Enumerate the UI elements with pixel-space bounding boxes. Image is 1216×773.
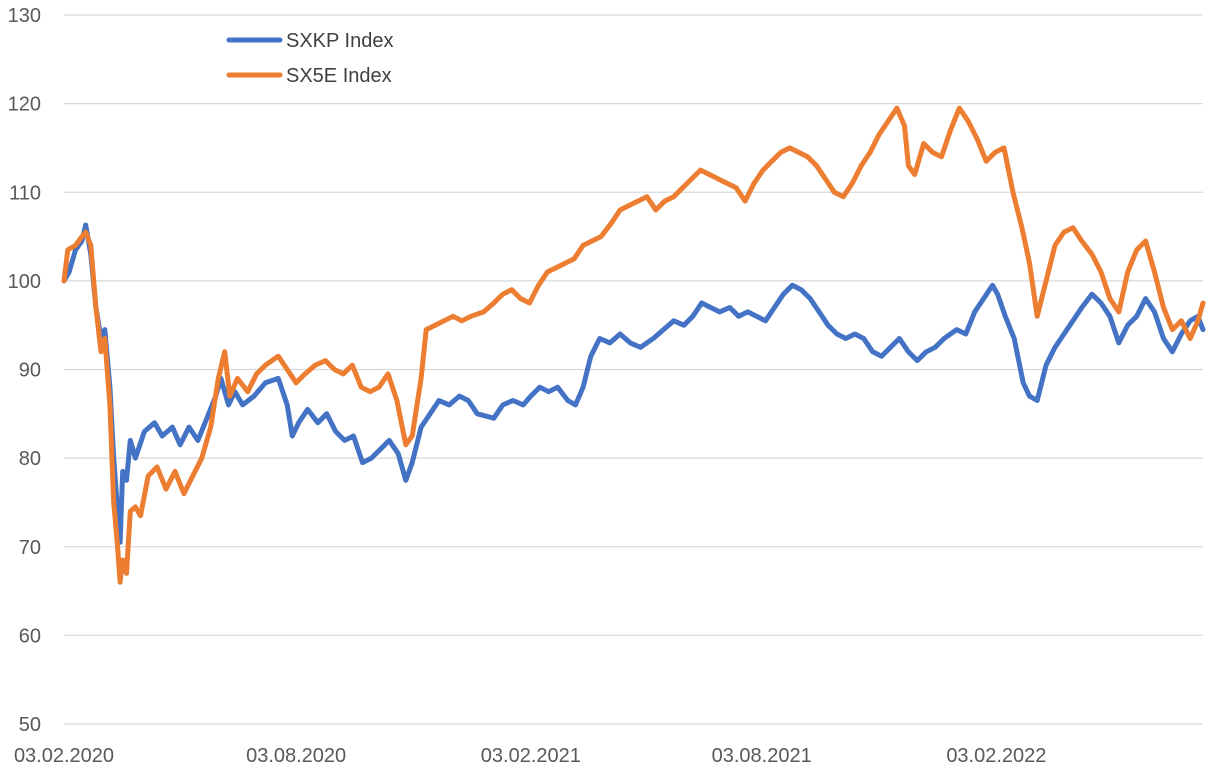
x-tick-label-3: 03.08.2021 (712, 745, 812, 767)
y-tick-label-120: 120 (8, 94, 41, 116)
gridlines (64, 14, 1203, 725)
x-tick-label-0: 03.02.2020 (14, 745, 114, 767)
x-tick-label-4: 03.02.2022 (946, 745, 1046, 767)
y-tick-label-100: 100 (8, 271, 41, 293)
y-axis-tick-labels: 50 60 70 80 90 100 110 120 130 (8, 5, 41, 736)
series-line-sxkp-index (61, 222, 1206, 545)
legend-label-0: SXKP Index (286, 30, 393, 52)
series-line-sx5e-index (61, 105, 1206, 585)
x-tick-label-2: 03.02.2021 (481, 745, 581, 767)
x-tick-label-1: 03.08.2020 (246, 745, 346, 767)
y-tick-label-130: 130 (8, 5, 41, 27)
y-tick-label-90: 90 (19, 360, 41, 382)
y-tick-label-80: 80 (19, 448, 41, 470)
series-lines (61, 105, 1206, 585)
y-tick-label-50: 50 (19, 714, 41, 736)
x-axis-tick-labels: 03.02.2020 03.08.2020 03.02.2021 03.08.2021… (14, 745, 1046, 767)
y-tick-label-60: 60 (19, 625, 41, 647)
y-tick-label-70: 70 (19, 537, 41, 559)
legend: SXKP Index SX5E Index (226, 30, 393, 87)
y-tick-label-110: 110 (9, 182, 41, 204)
legend-label-1: SX5E Index (286, 65, 392, 87)
